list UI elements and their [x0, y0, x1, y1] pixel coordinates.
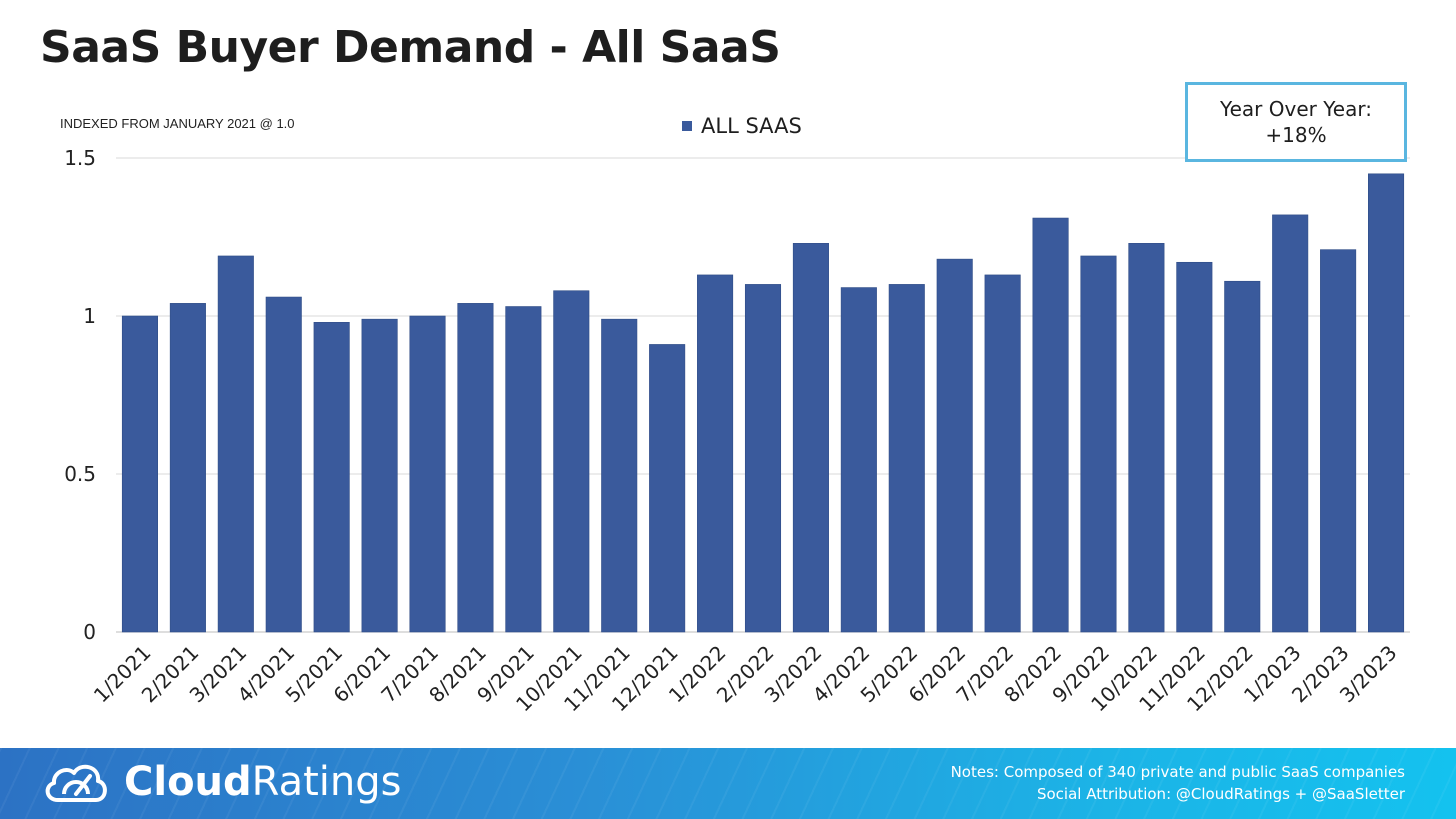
brand-logo: CloudRatings — [40, 758, 401, 806]
bar — [1320, 249, 1357, 633]
bar — [265, 296, 302, 633]
bar — [888, 284, 925, 633]
legend-label: ALL SAAS — [701, 114, 802, 138]
bar — [792, 243, 829, 633]
bar — [1368, 173, 1405, 633]
bar — [697, 274, 734, 633]
bar — [984, 274, 1021, 633]
brand-name-light: Ratings — [251, 759, 402, 805]
bar — [1080, 255, 1117, 633]
bar — [840, 287, 877, 633]
bar — [553, 290, 590, 633]
bar — [361, 318, 398, 633]
yoy-label: Year Over Year: — [1220, 97, 1372, 121]
notes-line-1: Notes: Composed of 340 private and publi… — [950, 763, 1405, 781]
bar-chart: 00.511.51/20212/20213/20214/20215/20216/… — [64, 146, 1410, 716]
bar — [601, 318, 638, 633]
bar — [1272, 214, 1309, 633]
bar — [505, 306, 542, 633]
page-title: SaaS Buyer Demand - All SaaS — [40, 22, 781, 73]
bar — [409, 315, 446, 633]
brand-name-bold: Cloud — [124, 759, 252, 805]
bar — [936, 258, 973, 633]
bar — [649, 344, 686, 633]
bar — [121, 315, 158, 633]
bar — [1032, 217, 1069, 633]
legend-swatch — [682, 121, 692, 131]
y-tick-label: 0.5 — [64, 462, 96, 486]
y-tick-label: 0 — [83, 620, 96, 644]
brand-name: CloudRatings — [124, 759, 401, 805]
chart-legend: ALL SAAS — [682, 114, 802, 138]
bar — [313, 322, 350, 633]
bar — [217, 255, 254, 633]
bar — [1176, 261, 1213, 633]
bar — [457, 303, 494, 633]
y-tick-label: 1.5 — [64, 146, 96, 170]
bar — [1128, 243, 1165, 633]
chart-subtitle: INDEXED FROM JANUARY 2021 @ 1.0 — [60, 116, 295, 131]
bar — [1224, 280, 1261, 633]
cloud-gauge-icon — [45, 764, 107, 802]
y-tick-label: 1 — [83, 304, 96, 328]
notes-line-2: Social Attribution: @CloudRatings + @Saa… — [1036, 785, 1405, 803]
bar — [744, 284, 782, 633]
bar — [169, 303, 206, 633]
footer-banner: CloudRatings Notes: Composed of 340 priv… — [0, 748, 1456, 819]
footer-notes: Notes: Composed of 340 private and publi… — [951, 761, 1405, 805]
yoy-value: +18% — [1265, 123, 1327, 147]
yoy-callout: Year Over Year: +18% — [1185, 82, 1407, 162]
